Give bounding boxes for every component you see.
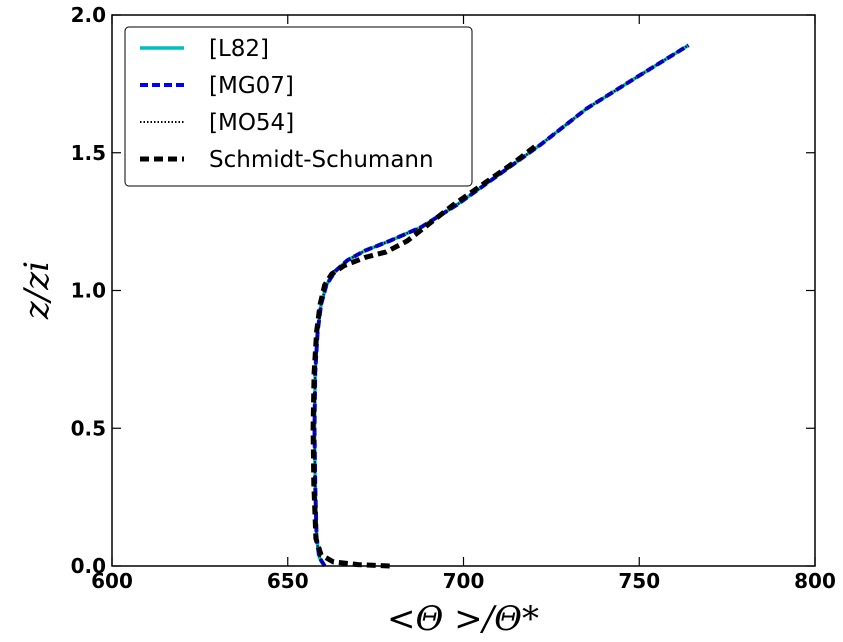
tick-labels-layer: 600 650 700 750 800 0.0 0.5 1.0 1.5 2.0 <box>71 3 836 593</box>
x-tick-label: 700 <box>443 569 485 593</box>
legend-label-0: [L82] <box>209 36 269 62</box>
x-tick-label: 750 <box>618 569 660 593</box>
ticks-layer <box>111 14 816 567</box>
y-tick-label: 1.0 <box>71 279 106 303</box>
series-layer <box>310 43 690 569</box>
legend-frame <box>124 26 473 187</box>
x-tick-label: 600 <box>91 569 133 593</box>
x-tick-label: 800 <box>794 569 836 593</box>
x-axis-label-text: <Θ >/Θ* <box>387 599 539 639</box>
legend-label-2: [MO54] <box>209 110 294 136</box>
series-line-3 <box>310 142 539 569</box>
x-axis-label: <Θ >/Θ* <box>387 599 539 639</box>
y-tick-label: 0.5 <box>71 416 106 440</box>
legend-label-1: [MG07] <box>209 73 294 99</box>
y-tick-label: 1.5 <box>71 141 106 165</box>
legend-label-3: Schmidt-Schumann <box>209 147 434 173</box>
legend-items: [L82] [MG07] [MO54] Schmidt-Schumann <box>140 36 434 173</box>
x-tick-label: 650 <box>267 569 309 593</box>
y-axis-label-text: z/zi <box>17 261 57 320</box>
legend: [L82] [MG07] [MO54] Schmidt-Schumann <box>124 26 473 187</box>
y-axis-label: z/zi <box>17 261 57 320</box>
y-tick-label: 0.0 <box>71 554 106 578</box>
y-tick-label: 2.0 <box>71 3 106 27</box>
